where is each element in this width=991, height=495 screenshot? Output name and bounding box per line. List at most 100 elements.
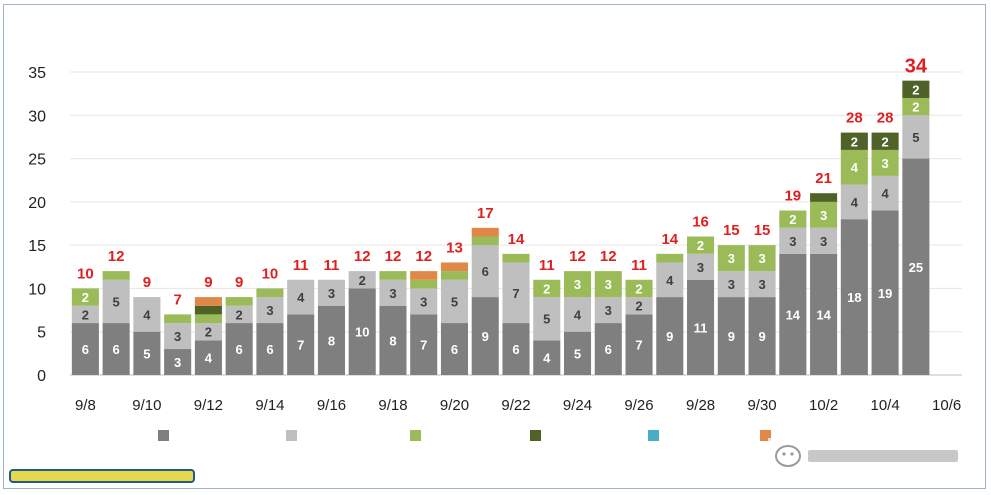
bar-segment <box>440 279 469 324</box>
segment-value-label: 5 <box>543 312 550 327</box>
total-value-label: 7 <box>173 291 181 308</box>
total-value-label: 21 <box>815 170 832 187</box>
segment-value-label: 14 <box>816 307 831 322</box>
bar-segment <box>779 227 807 254</box>
bar-segment <box>256 323 284 375</box>
segment-value-label: 2 <box>236 307 243 322</box>
segment-value-label: 4 <box>143 307 151 322</box>
bar-segment <box>563 331 592 375</box>
bar-segment <box>871 149 899 176</box>
segment-value-label: 2 <box>82 290 89 305</box>
total-value-label: 11 <box>324 257 340 274</box>
bar-segment <box>471 245 499 298</box>
segment-value-label: 2 <box>851 134 858 149</box>
bar-segment <box>902 97 930 116</box>
segment-value-label: 6 <box>605 342 612 357</box>
segment-value-label: 8 <box>389 333 396 348</box>
segment-value-label: 3 <box>605 277 612 292</box>
legend <box>158 430 771 441</box>
bar-segment <box>563 297 592 332</box>
bar-segment <box>471 297 499 375</box>
total-value-label: 17 <box>477 205 494 222</box>
bar-segment <box>102 279 130 324</box>
segment-value-label: 6 <box>236 342 243 357</box>
bar-segment <box>871 210 899 375</box>
bar-segment <box>317 305 345 375</box>
segment-value-label: 3 <box>174 329 181 344</box>
x-tick-label: 9/14 <box>255 397 284 414</box>
legend-swatch <box>410 430 421 441</box>
bar-segment <box>810 193 838 202</box>
segment-value-label: 2 <box>543 281 550 296</box>
x-tick-label: 9/26 <box>624 397 653 414</box>
bar-segment <box>194 323 222 341</box>
bar-segment <box>225 305 253 324</box>
x-tick-label: 9/24 <box>563 397 592 414</box>
bar-segment <box>194 314 222 324</box>
bar-segment <box>225 297 253 306</box>
total-value-label: 11 <box>539 257 555 274</box>
total-value-label: 12 <box>385 248 402 265</box>
total-value-label: 9 <box>204 274 212 291</box>
segment-value-label: 3 <box>420 294 427 309</box>
segment-value-label: 2 <box>881 134 888 149</box>
total-value-label: 9 <box>143 274 151 291</box>
bar-segment <box>533 279 561 298</box>
bar-segment <box>687 279 715 375</box>
bar-segment <box>748 271 776 298</box>
bar-segment <box>410 314 438 375</box>
segment-value-label: 19 <box>878 286 892 301</box>
bar-segment <box>379 305 407 375</box>
bar-segment <box>102 323 130 375</box>
total-value-label: 12 <box>600 248 617 265</box>
bar-segment <box>533 297 561 341</box>
bar-segment <box>502 253 530 263</box>
bar-segment <box>164 314 192 324</box>
bar-segment <box>810 201 838 228</box>
y-axis: 0 5 10 15 20 25 30 35 <box>28 65 46 385</box>
x-tick-label: 9/30 <box>747 397 776 414</box>
total-value-label: 12 <box>569 248 586 265</box>
bar-segment <box>194 305 222 315</box>
total-value-label: 12 <box>415 248 432 265</box>
x-tick-label: 9/22 <box>501 397 530 414</box>
x-tick-label: 10/4 <box>871 397 900 414</box>
y-tick-label: 0 <box>37 368 46 385</box>
x-tick-label: 9/8 <box>75 397 96 414</box>
site-stamp-logo <box>4 464 200 488</box>
bar-segment <box>625 279 653 298</box>
segment-value-label: 5 <box>113 294 120 309</box>
segment-value-label: 14 <box>786 307 801 322</box>
legend-swatch <box>158 430 169 441</box>
bar-segment <box>563 271 592 298</box>
segment-value-label: 7 <box>420 338 427 353</box>
total-value-label: 19 <box>784 188 801 205</box>
bar-segment <box>256 288 284 298</box>
bar-segment <box>71 323 99 375</box>
x-tick-label: 10/2 <box>809 397 838 414</box>
bar-segment <box>379 279 407 306</box>
segment-value-label: 3 <box>758 251 765 266</box>
wechat-watermark-logo <box>768 438 973 474</box>
segment-value-label: 2 <box>635 299 642 314</box>
segment-value-label: 6 <box>451 342 458 357</box>
bar-segment <box>348 288 376 375</box>
bar-segment <box>810 227 838 254</box>
total-value-label: 13 <box>446 239 463 256</box>
total-value-label: 12 <box>108 248 125 265</box>
segment-value-label: 6 <box>82 342 89 357</box>
segment-value-label: 2 <box>635 281 642 296</box>
bar-segment <box>840 184 868 220</box>
bar-stacks: 6221065125493374296296310741183111021283… <box>71 56 930 375</box>
segment-value-label: 3 <box>697 260 704 275</box>
segment-value-label: 5 <box>574 346 581 361</box>
bar-segment <box>410 279 438 289</box>
y-tick-label: 30 <box>28 108 46 125</box>
segment-value-label: 4 <box>297 290 305 305</box>
bar-segment <box>133 297 161 332</box>
bar-segment <box>840 219 868 375</box>
bar-segment <box>225 323 253 375</box>
bar-segment <box>902 80 930 98</box>
segment-value-label: 2 <box>697 238 704 253</box>
bar-segment <box>194 297 222 306</box>
